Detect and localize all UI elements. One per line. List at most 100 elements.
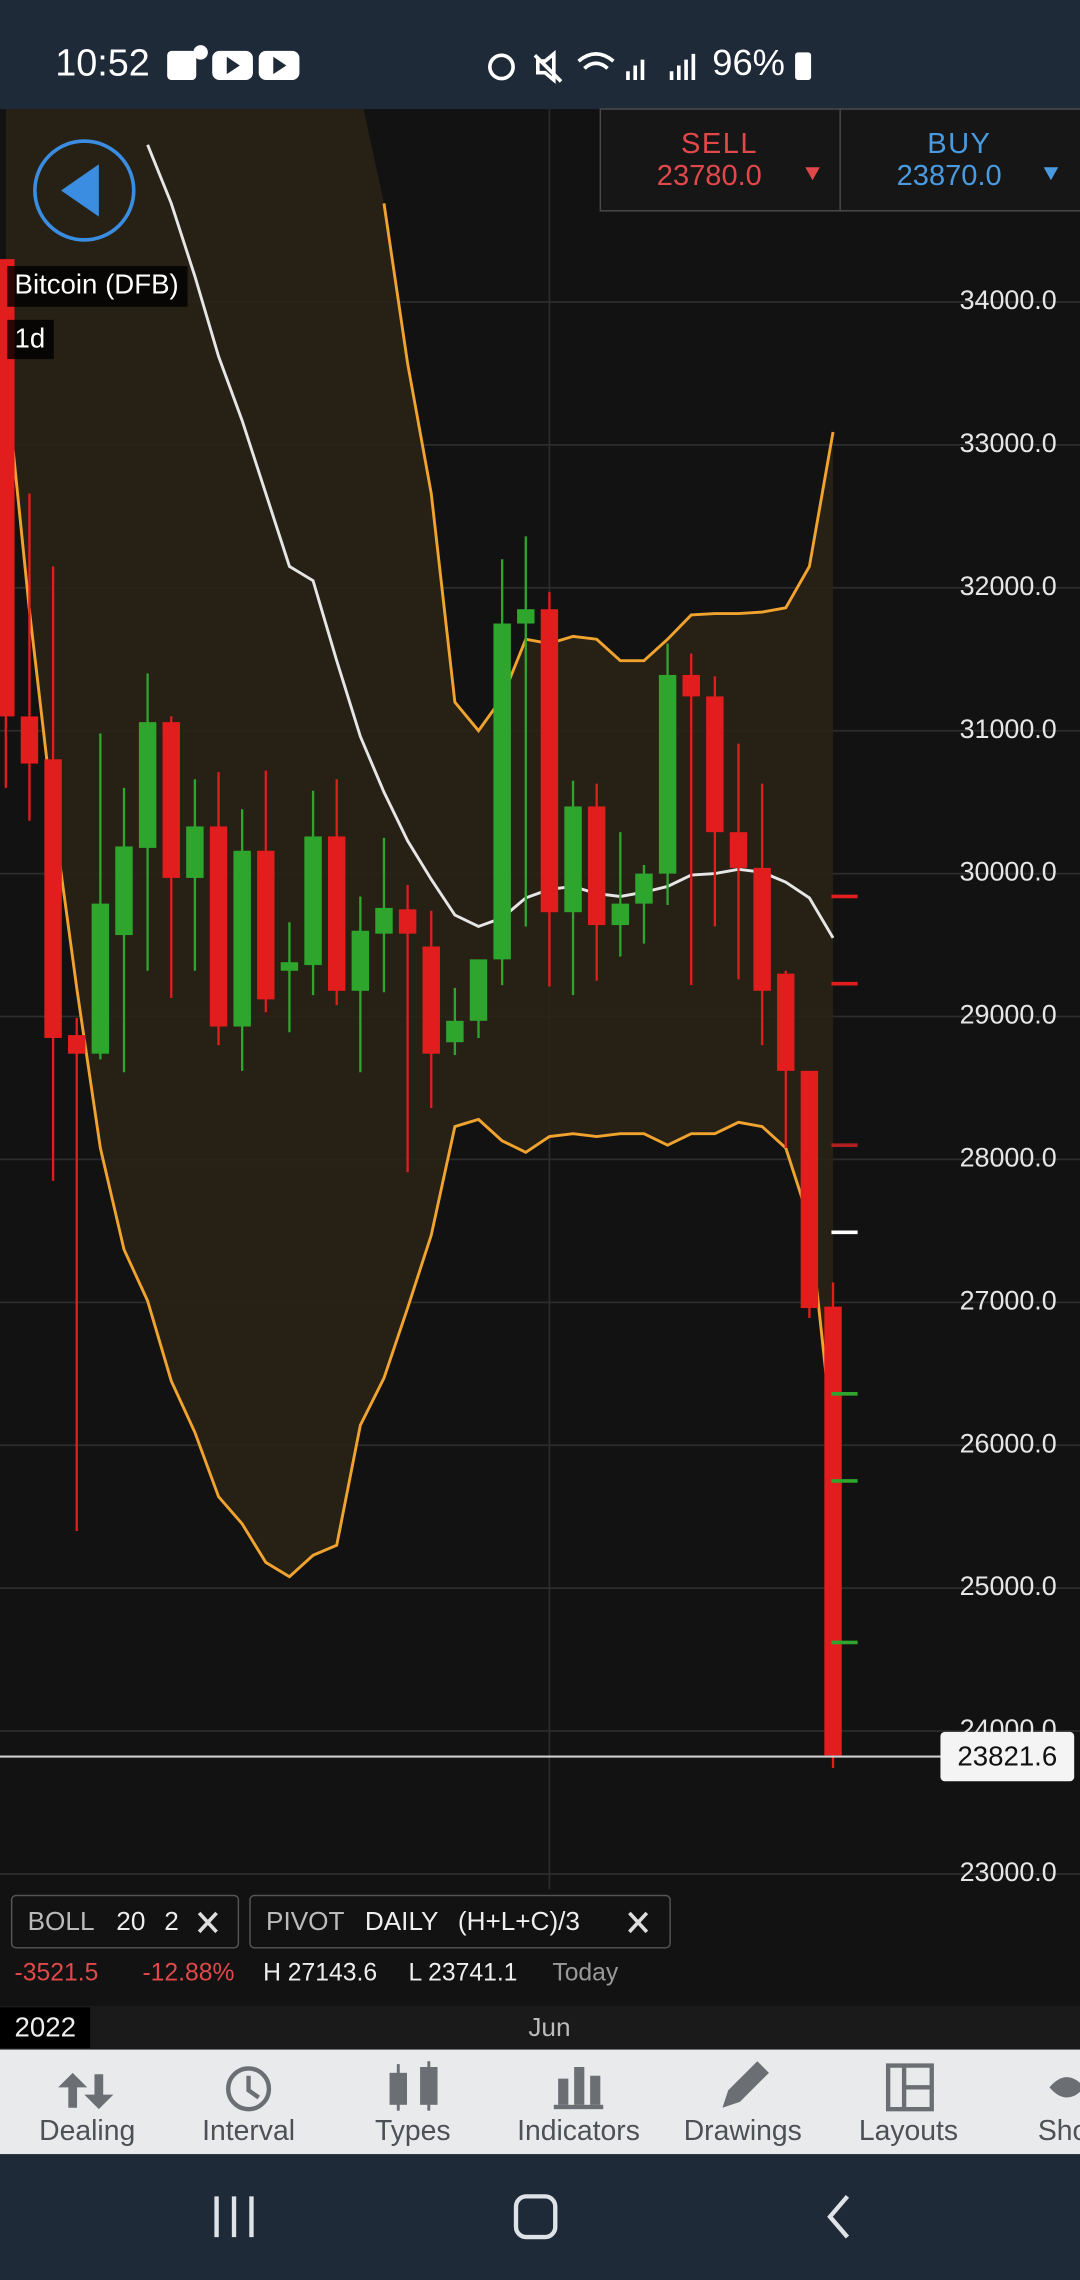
year-bg [0,2007,91,2049]
candle-body [446,1020,464,1043]
candle-body [729,832,748,868]
candle-body [753,867,771,991]
candle-body [635,873,653,904]
plot-area [0,109,1080,1890]
candle-body [162,722,180,878]
status-bar-bg [0,0,1080,110]
battery-icon [795,52,812,80]
candle-body [91,903,110,1054]
toolbar-button[interactable]: Interval [202,2115,295,2147]
candle-body [67,1035,86,1054]
toolbar-button[interactable]: Types [375,2115,451,2147]
candle-body [682,674,700,697]
sell-button[interactable]: SELL 23780.0 [657,128,820,192]
stat-change-pct: -12.88% [142,1960,234,1987]
candle-body [517,609,535,624]
stat-change: -3521.5 [15,1960,99,1987]
candle-body [138,722,157,848]
candle-body [0,259,15,717]
y-tick-label: 34000.0 [960,285,1057,315]
candle-body [186,826,204,878]
sell-price: 23780.0 [657,160,762,192]
candle-body [611,903,630,926]
buy-label: BUY [927,128,991,160]
y-tick-label: 28000.0 [960,1143,1057,1173]
candle-body [257,850,275,1000]
pivot-chip[interactable]: PIVOT DAILY (H+L+C)/3 [249,1894,671,1949]
candle-body [800,1070,819,1309]
clock: 10:52 [55,42,150,84]
stat-period: Today [552,1960,619,1987]
y-tick-label: 27000.0 [960,1285,1057,1315]
toolbar-button[interactable]: Dealing [39,2115,135,2147]
y-tick-label: 26000.0 [960,1428,1057,1458]
interval-bg [7,319,54,360]
status-bar: 10:52 96% [0,0,1080,110]
nav-bar [0,2154,1080,2280]
candle-body [233,850,251,1027]
candle-body [209,826,228,1027]
back-button[interactable] [33,139,136,242]
last-price-box [940,1731,1075,1782]
buy-price: 23870.0 [897,160,1002,192]
candle-body [777,973,795,1071]
battery-text: 96% [712,42,785,83]
bollinger-lower [4,377,835,1579]
stat-low: L 23741.1 [408,1960,517,1987]
boll-name: BOLL [28,1906,95,1936]
toolbar-button[interactable]: Indicators [517,2115,640,2147]
interval-label: 1d [15,322,46,353]
pivot-formula: (H+L+C)/3 [458,1906,580,1936]
x-tick-label: Jun [528,2012,570,2042]
instrument-name: Bitcoin (DFB) [15,269,179,300]
candle-body [115,846,133,936]
candle-body [304,836,322,966]
candle-body [44,759,62,1038]
candle-body [20,716,39,764]
candle-body [469,959,488,1021]
sell-label: SELL [681,128,758,160]
candle-body [327,836,346,991]
candle-body [658,674,677,874]
y-tick-label: 32000.0 [960,571,1057,601]
toolbar-button[interactable]: Layouts [859,2115,958,2147]
candle-body [422,946,440,1054]
candle-body [824,1306,842,1756]
candle-body [564,806,582,913]
y-tick-label: 31000.0 [960,714,1057,744]
pivot-period: DAILY [365,1906,439,1936]
last-price-label: 23821.6 [957,1740,1057,1771]
toolbar-button[interactable]: Drawings [684,2115,802,2147]
candle-body [280,962,299,971]
recents-button[interactable] [214,2196,254,2238]
y-tick-label: 25000.0 [960,1571,1057,1601]
instrument-bg [7,266,188,307]
band-fill [5,109,834,1577]
year-label: 2022 [15,2012,76,2043]
x-axis-bar [0,2005,1080,2050]
y-tick-label: 23000.0 [960,1857,1057,1887]
candle-body [398,909,417,934]
candle-body [706,696,724,833]
buy-button[interactable]: BUY 23870.0 [897,128,1059,192]
boll-chip[interactable]: BOLL 20 2 [10,1894,240,1949]
candle-body [540,609,559,913]
home-button[interactable] [513,2194,558,2240]
boll-period: 20 [116,1906,145,1936]
overlay: SELL 23780.0 BUY 23870.0 Bitcoin (DFB) 1… [0,108,1080,2280]
candle-body [587,806,606,926]
pivot-name: PIVOT [266,1906,345,1936]
toolbar-button[interactable]: Sho [1038,2115,1080,2147]
back-nav-button[interactable] [827,2194,850,2239]
boll-deviation: 2 [164,1906,179,1936]
system-icons [488,49,696,84]
toolbar-icons [58,2061,1080,2112]
candle-body [351,930,370,991]
candle-body [493,623,511,960]
candle-body [375,907,393,934]
bollinger-upper [382,203,835,734]
bollinger-middle [146,144,835,939]
y-tick-label: 33000.0 [960,428,1057,458]
